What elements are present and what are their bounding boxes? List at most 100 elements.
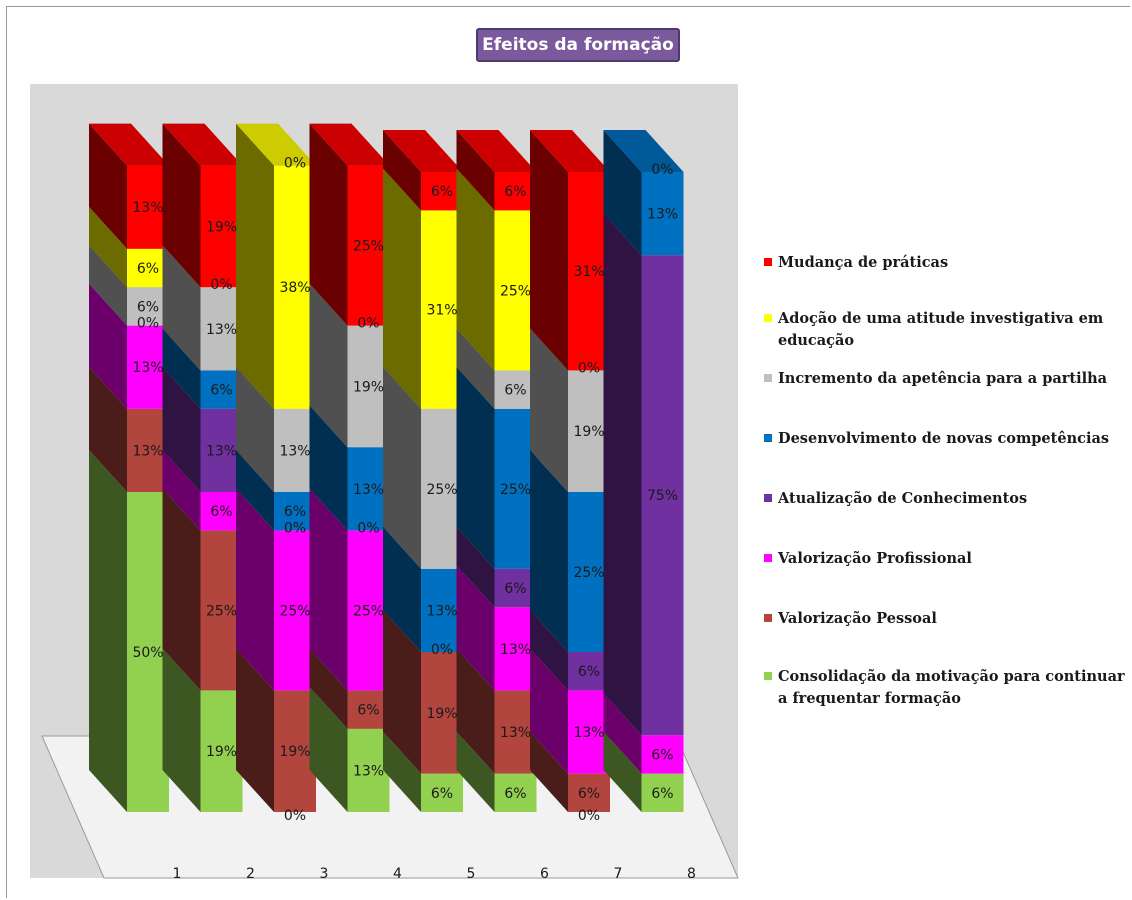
bar-side-3-1	[236, 648, 274, 812]
data-label: 25%	[573, 565, 604, 581]
x-tick-label: 3	[320, 866, 329, 882]
data-label: 13%	[132, 200, 163, 216]
bar-side-2-2	[162, 450, 201, 531]
bar-stack-3	[236, 123, 316, 812]
bar-segment-6-6	[494, 210, 537, 371]
data-label: 13%	[500, 725, 531, 741]
data-label: 13%	[353, 482, 384, 498]
bar-segment-1-2	[127, 325, 169, 409]
data-label: 6%	[504, 184, 526, 200]
data-label: 13%	[353, 763, 384, 779]
x-tick-label: 5	[467, 866, 476, 882]
legend-swatch	[764, 258, 772, 266]
bar-side-3-4	[236, 450, 274, 531]
bar-segment-7-1	[568, 773, 610, 812]
bar-side-6-2	[456, 565, 495, 691]
bar-segment-5-4	[421, 568, 463, 652]
legend-item: Atualização de Conhecimentos	[764, 488, 1130, 510]
data-label: 19%	[279, 744, 310, 760]
bar-segment-6-7	[494, 172, 537, 211]
bar-segment-7-5	[568, 370, 610, 492]
data-label: 6%	[284, 504, 306, 520]
legend-item: Incremento da apetência para a partilha	[764, 368, 1130, 390]
data-label: 0%	[357, 316, 379, 332]
data-label: 19%	[353, 379, 384, 395]
data-label: 0%	[651, 162, 673, 178]
bar-segment-2-0	[200, 690, 243, 812]
data-label: 25%	[500, 283, 531, 299]
bar-segment-5-5	[421, 408, 463, 569]
x-tick-label: 1	[173, 866, 182, 882]
data-label: 19%	[426, 706, 457, 722]
bar-segment-2-7	[200, 165, 243, 288]
bar-side-6-3	[456, 526, 495, 608]
bar-stack-5	[383, 130, 463, 812]
bar-segment-2-5	[200, 287, 243, 371]
bar-stack-8	[603, 130, 684, 812]
bar-side-5-6	[383, 168, 421, 409]
data-labels: 50%13%13%0%6%6%13%19%25%6%13%6%13%0%19%0…	[132, 156, 678, 824]
bar-side-6-6	[456, 168, 495, 371]
chart-title: Efeitos da formação	[476, 28, 680, 62]
bar-side-6-1	[456, 648, 495, 774]
legend-item: Adoção de uma atitude investigativa em e…	[764, 308, 1130, 352]
data-label: 25%	[353, 239, 384, 255]
bar-segment-8-3	[641, 255, 684, 736]
data-label: 13%	[132, 443, 163, 459]
bar-side-1-0	[89, 450, 127, 812]
bar-segment-1-1	[127, 408, 169, 492]
legend-label: Atualização de Conhecimentos	[778, 490, 1028, 507]
bar-segment-5-6	[421, 210, 463, 409]
data-label: 0%	[578, 360, 600, 376]
data-label: 31%	[426, 303, 457, 319]
legend-swatch	[764, 434, 772, 442]
bar-stack-7	[530, 130, 610, 812]
data-label: 19%	[206, 219, 237, 235]
bar-side-5-7	[383, 130, 421, 211]
data-label: 19%	[206, 744, 237, 760]
x-tick-label: 6	[540, 866, 549, 882]
bar-top-7	[530, 130, 610, 172]
bar-top-4	[309, 123, 390, 166]
bar-side-3-5	[236, 366, 274, 492]
data-label: 0%	[284, 520, 306, 536]
bar-side-5-1	[383, 610, 421, 774]
data-label: 75%	[647, 488, 678, 504]
bar-side-3-2	[236, 488, 274, 691]
legend-swatch	[764, 314, 772, 322]
data-label: 6%	[431, 184, 453, 200]
bar-segment-7-2	[568, 690, 610, 774]
data-label: 13%	[500, 642, 531, 658]
legend-label: Valorização Profissional	[778, 550, 972, 567]
x-tick-label: 7	[614, 866, 623, 882]
bar-side-4-5	[309, 283, 348, 448]
bar-side-6-5	[456, 328, 495, 409]
bar-top-5	[383, 130, 463, 172]
bar-side-5-5	[383, 366, 421, 569]
bar-segment-2-3	[200, 408, 243, 492]
data-label: 6%	[504, 786, 526, 802]
bar-segment-1-6	[127, 248, 169, 288]
data-label: 25%	[500, 482, 531, 498]
data-label: 50%	[132, 645, 163, 661]
data-label: 0%	[578, 808, 600, 824]
bar-segment-4-0	[347, 728, 390, 812]
bar-segment-7-4	[568, 492, 610, 652]
bar-top-1	[89, 123, 169, 166]
bar-side-6-4	[456, 366, 495, 569]
bar-side-4-4	[309, 405, 348, 531]
bar-side-1-2	[89, 283, 127, 409]
bar-side-6-7	[456, 130, 495, 211]
legend-label: Adoção de uma atitude investigativa em e…	[778, 310, 1104, 349]
data-label: 6%	[578, 664, 600, 680]
bar-segment-8-4	[641, 172, 684, 256]
legend-swatch	[764, 614, 772, 622]
bar-side-7-3	[530, 610, 568, 691]
bar-side-1-5	[89, 245, 127, 326]
data-label: 6%	[578, 786, 600, 802]
bar-side-2-0	[162, 648, 201, 812]
bar-segment-4-7	[347, 165, 390, 326]
legend-label: Mudança de práticas	[778, 254, 949, 271]
legend-swatch	[764, 494, 772, 502]
